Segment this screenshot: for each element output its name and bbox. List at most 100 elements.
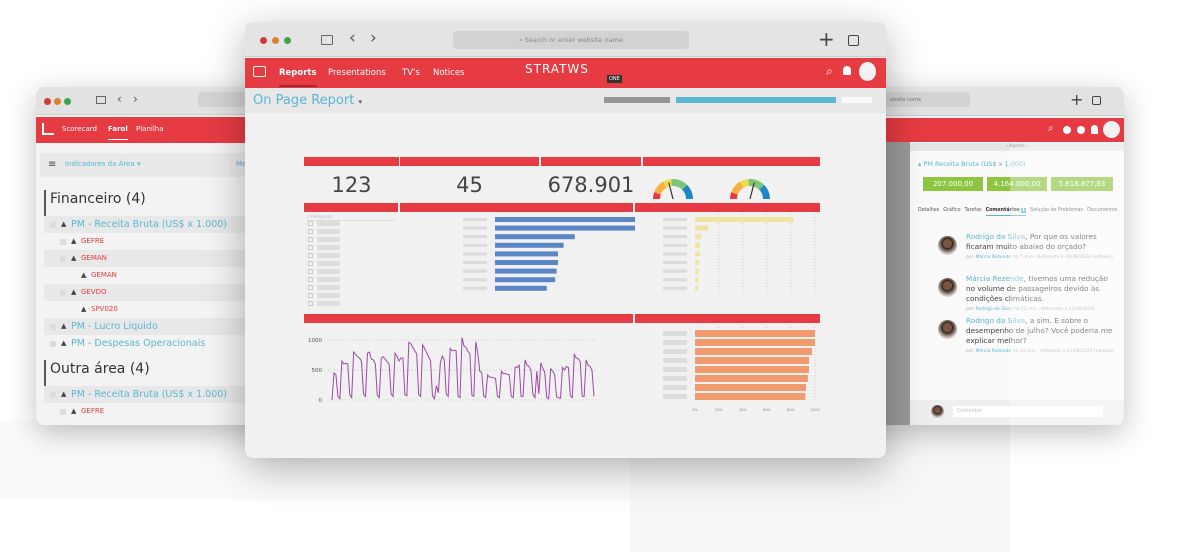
bar — [495, 277, 556, 283]
slicer-checkbox[interactable] — [308, 237, 313, 242]
indicator-label[interactable]: PM - Despesas Operacionais — [71, 338, 206, 349]
slicer-item-placeholder — [317, 277, 340, 282]
tab-0[interactable]: Detalhes — [918, 208, 939, 213]
section-header — [635, 314, 820, 323]
row-checkbox[interactable] — [50, 341, 56, 347]
bell-icon[interactable] — [843, 66, 851, 75]
toolbar-button-grey[interactable] — [604, 97, 670, 103]
meta-user[interactable]: Rodrigo da Silva — [975, 307, 1012, 312]
indicator-label[interactable]: GEVDO — [81, 288, 107, 296]
tab-3[interactable]: Comentários 1 — [985, 208, 1027, 216]
bar-label-placeholder — [463, 252, 487, 256]
nav-planilha[interactable]: Planilha — [136, 125, 164, 133]
tab-5[interactable]: Documentos — [1087, 208, 1117, 213]
bar — [695, 330, 815, 337]
section-header — [643, 157, 820, 166]
close-dot[interactable] — [44, 98, 51, 105]
nav-reports[interactable]: Reports — [279, 68, 317, 87]
slicer-checkbox[interactable] — [308, 253, 313, 258]
forward-icon[interactable]: › — [370, 28, 377, 48]
indicator-label[interactable]: PM - Lucro Liquido — [71, 321, 158, 332]
slicer-checkbox[interactable] — [308, 301, 313, 306]
search-icon[interactable]: ⌕ — [826, 64, 833, 78]
slicer-checkbox[interactable] — [308, 245, 313, 250]
tab-1[interactable]: Gráfico — [943, 208, 960, 213]
bar — [695, 375, 808, 382]
indicator-label[interactable]: PM - Receita Bruta (US$ x 1.000) — [71, 389, 227, 400]
x-tick-label: 80% — [787, 408, 795, 412]
row-checkbox[interactable] — [50, 324, 56, 330]
sidebar-icon[interactable] — [321, 35, 333, 45]
chart-logo-icon — [42, 123, 54, 135]
report-title-dropdown[interactable]: On Page Report ▾ — [253, 93, 362, 108]
bar — [695, 357, 809, 364]
status-dot-icon[interactable] — [1063, 126, 1071, 134]
status-dot-icon[interactable] — [1077, 126, 1085, 134]
toolbar-button-blue[interactable] — [676, 97, 836, 103]
row-checkbox[interactable] — [60, 409, 66, 415]
row-checkbox[interactable] — [60, 239, 66, 245]
comment-author[interactable]: Márcia Rezende — [966, 274, 1024, 283]
menu-icon[interactable]: ≡ — [48, 159, 57, 170]
nav-farol[interactable]: Farol — [108, 125, 128, 140]
indicator-title[interactable]: ▴ PM Receita Bruta (US$ x 1.000) — [918, 160, 1026, 168]
x-tick-label: 0% — [692, 408, 698, 412]
row-checkbox[interactable] — [50, 392, 56, 398]
new-tab-icon[interactable]: + — [818, 27, 835, 51]
back-icon[interactable]: ‹ — [117, 92, 122, 106]
indicator-label[interactable]: GEMAN — [81, 254, 107, 262]
comment-author[interactable]: Rodrigo da Silva — [966, 232, 1026, 241]
slicer-checkbox[interactable] — [308, 285, 313, 290]
close-dot[interactable] — [260, 37, 267, 44]
slicer-checkbox[interactable] — [308, 261, 313, 266]
gauge — [730, 179, 770, 200]
minimize-dot[interactable] — [54, 98, 61, 105]
month-nav[interactable]: ‹ Agosto › — [910, 143, 1124, 151]
indicator-label[interactable]: GEFRE — [81, 237, 105, 245]
tab-4[interactable]: Solução de Problemas — [1030, 208, 1083, 213]
tab-2[interactable]: Tarefas — [965, 208, 982, 213]
maximize-dot[interactable] — [64, 98, 71, 105]
tabs-overview-icon[interactable] — [1092, 96, 1101, 105]
meta-user[interactable]: Márcia Rezende — [975, 349, 1012, 354]
slicer-checkbox[interactable] — [308, 229, 313, 234]
row-checkbox[interactable] — [60, 290, 66, 296]
address-bar[interactable]: ⌕ Search or enter website name — [453, 31, 689, 49]
value-box: 207.000,00 — [923, 177, 983, 191]
row-checkbox[interactable] — [50, 222, 56, 228]
y-tick-label: 500 — [312, 368, 323, 374]
avatar[interactable] — [859, 62, 876, 81]
nav-tvs[interactable]: TV's — [402, 68, 420, 78]
nav-presentations[interactable]: Presentations — [328, 68, 386, 78]
search-icon[interactable]: ⌕ — [1048, 123, 1054, 134]
bell-icon[interactable] — [1091, 125, 1098, 134]
section-header — [304, 203, 398, 212]
slicer-checkbox[interactable] — [308, 293, 313, 298]
slicer-checkbox[interactable] — [308, 269, 313, 274]
maximize-dot[interactable] — [284, 37, 291, 44]
slicer-checkbox[interactable] — [308, 277, 313, 282]
meta-user[interactable]: Márcia Rezende — [975, 255, 1012, 260]
slicer-checkbox[interactable] — [308, 221, 313, 226]
row-checkbox[interactable] — [60, 256, 66, 262]
avatar[interactable] — [1103, 121, 1120, 138]
toolbar-button-white[interactable] — [842, 97, 872, 103]
slicer-search[interactable]: ⌕ Pesquisar — [307, 214, 395, 221]
forward-icon[interactable]: › — [133, 92, 138, 106]
indicator-label[interactable]: SPV020 — [91, 305, 118, 313]
nav-notices[interactable]: Notices — [433, 68, 465, 78]
indicator-label[interactable]: PM - Receita Bruta (US$ x 1.000) — [71, 219, 227, 230]
comment-author[interactable]: Rodrigo da Silva — [966, 316, 1026, 325]
back-icon[interactable]: ‹ — [349, 28, 356, 48]
comment-input[interactable]: Comentar — [953, 406, 1103, 417]
new-tab-icon[interactable]: + — [1070, 90, 1084, 109]
x-tick-label: 40% — [739, 408, 747, 412]
indicator-label[interactable]: GEMAN — [91, 271, 117, 279]
area-filter-dropdown[interactable]: Indicadores da Área ▾ — [65, 160, 141, 168]
indicator-label[interactable]: GEFRE — [81, 407, 105, 415]
bar-label-placeholder — [463, 218, 487, 221]
tabs-overview-icon[interactable] — [848, 35, 859, 46]
nav-scorecard[interactable]: Scorecard — [62, 125, 97, 133]
minimize-dot[interactable] — [272, 37, 279, 44]
sidebar-icon[interactable] — [96, 96, 106, 104]
